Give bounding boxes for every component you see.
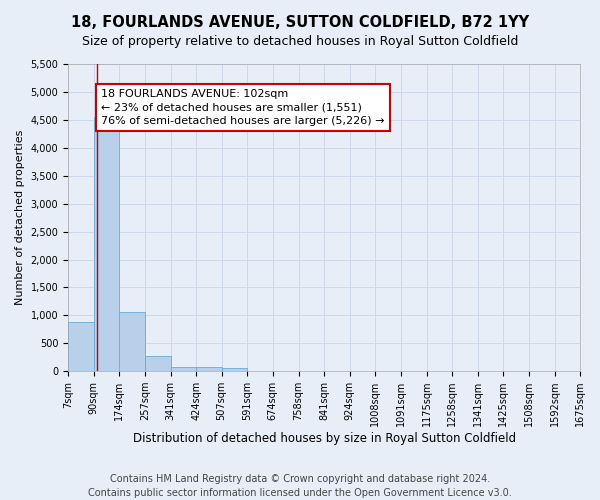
Bar xyxy=(119,312,145,371)
Text: Size of property relative to detached houses in Royal Sutton Coldfield: Size of property relative to detached ho… xyxy=(82,35,518,48)
Bar xyxy=(170,367,196,371)
Bar xyxy=(196,367,221,371)
Bar xyxy=(221,368,247,371)
Y-axis label: Number of detached properties: Number of detached properties xyxy=(15,130,25,306)
Text: 18, FOURLANDS AVENUE, SUTTON COLDFIELD, B72 1YY: 18, FOURLANDS AVENUE, SUTTON COLDFIELD, … xyxy=(71,15,529,30)
Text: Contains HM Land Registry data © Crown copyright and database right 2024.
Contai: Contains HM Land Registry data © Crown c… xyxy=(88,474,512,498)
Bar xyxy=(145,356,170,371)
Bar xyxy=(94,116,119,371)
Bar xyxy=(68,322,94,371)
X-axis label: Distribution of detached houses by size in Royal Sutton Coldfield: Distribution of detached houses by size … xyxy=(133,432,515,445)
Text: 18 FOURLANDS AVENUE: 102sqm
← 23% of detached houses are smaller (1,551)
76% of : 18 FOURLANDS AVENUE: 102sqm ← 23% of det… xyxy=(101,89,385,126)
